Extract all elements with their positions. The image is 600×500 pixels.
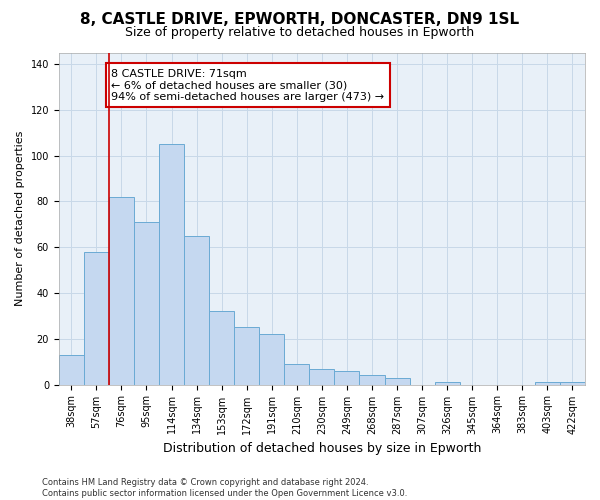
Bar (434, 382, 460, 384)
Bar (259, 334, 284, 384)
Bar (310, 368, 334, 384)
Text: 8 CASTLE DRIVE: 71sqm
← 6% of detached houses are smaller (30)
94% of semi-detac: 8 CASTLE DRIVE: 71sqm ← 6% of detached h… (112, 68, 385, 102)
Y-axis label: Number of detached properties: Number of detached properties (15, 131, 25, 306)
Bar (59, 355, 84, 384)
Text: 8, CASTLE DRIVE, EPWORTH, DONCASTER, DN9 1SL: 8, CASTLE DRIVE, EPWORTH, DONCASTER, DN9… (80, 12, 520, 28)
Bar (234, 328, 259, 384)
Text: Size of property relative to detached houses in Epworth: Size of property relative to detached ho… (125, 26, 475, 39)
Bar (109, 197, 134, 384)
Bar (134, 222, 159, 384)
X-axis label: Distribution of detached houses by size in Epworth: Distribution of detached houses by size … (163, 442, 481, 455)
Bar (184, 236, 209, 384)
Bar (159, 144, 184, 384)
Bar (359, 376, 385, 384)
Bar (334, 371, 359, 384)
Bar (535, 382, 560, 384)
Bar (209, 312, 234, 384)
Bar (385, 378, 410, 384)
Bar (284, 364, 310, 384)
Text: Contains HM Land Registry data © Crown copyright and database right 2024.
Contai: Contains HM Land Registry data © Crown c… (42, 478, 407, 498)
Bar (84, 252, 109, 384)
Bar (560, 382, 585, 384)
